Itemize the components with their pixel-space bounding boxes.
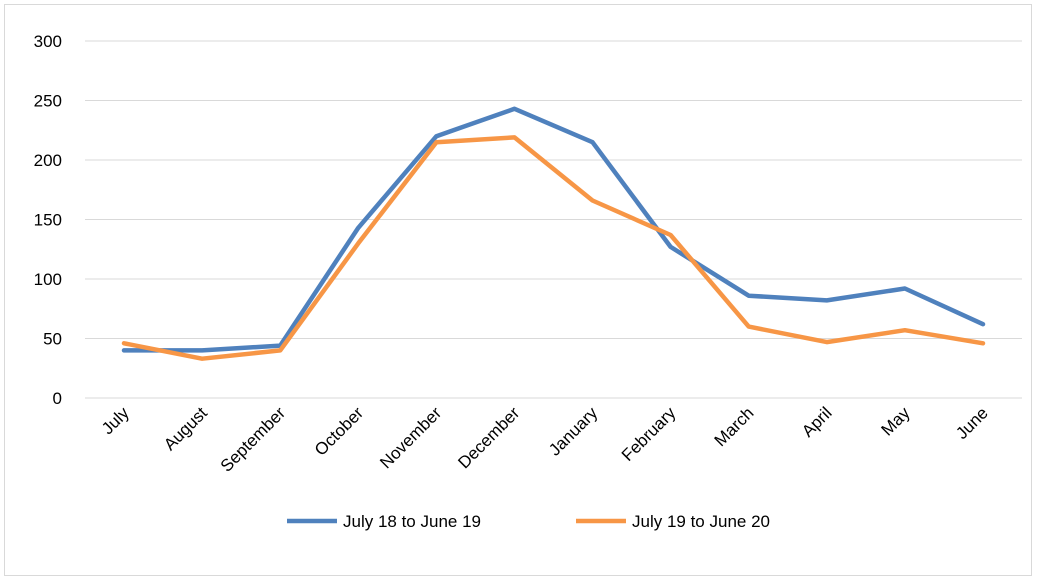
y-tick-label-200: 200: [34, 151, 62, 170]
x-tick-label-december: December: [454, 403, 523, 472]
legend-label-series-1: July 18 to June 19: [343, 512, 481, 531]
series-lines: [121, 106, 986, 361]
y-tick-label-150: 150: [34, 211, 62, 230]
x-axis-tick-labels: July August September October November Decemb…: [98, 403, 992, 476]
x-tick-label-may: May: [878, 403, 914, 439]
x-tick-label-august: August: [160, 403, 211, 454]
y-tick-label-0: 0: [53, 389, 62, 408]
x-tick-label-february: February: [618, 403, 680, 465]
x-tick-label-march: March: [711, 403, 758, 450]
x-tick-label-september: September: [217, 403, 289, 475]
legend: July 18 to June 19 July 19 to June 20: [287, 512, 770, 531]
y-axis-tick-labels: 0 50 100 150 200 250 300: [34, 32, 62, 408]
legend-label-series-2: July 19 to June 20: [632, 512, 770, 531]
x-tick-label-november: November: [376, 403, 445, 472]
x-tick-label-october: October: [311, 403, 367, 459]
x-tick-label-january: January: [545, 403, 602, 460]
gridlines: [85, 40, 1022, 399]
x-tick-label-july: July: [98, 403, 133, 438]
y-tick-label-300: 300: [34, 32, 62, 51]
y-tick-label-100: 100: [34, 270, 62, 289]
series-line-2: [121, 135, 986, 361]
x-tick-label-april: April: [798, 403, 835, 440]
x-tick-label-june: June: [952, 403, 992, 443]
y-tick-label-50: 50: [43, 330, 62, 349]
y-tick-label-250: 250: [34, 92, 62, 111]
series-line-1: [121, 106, 986, 353]
chart-frame: [4, 4, 1032, 576]
